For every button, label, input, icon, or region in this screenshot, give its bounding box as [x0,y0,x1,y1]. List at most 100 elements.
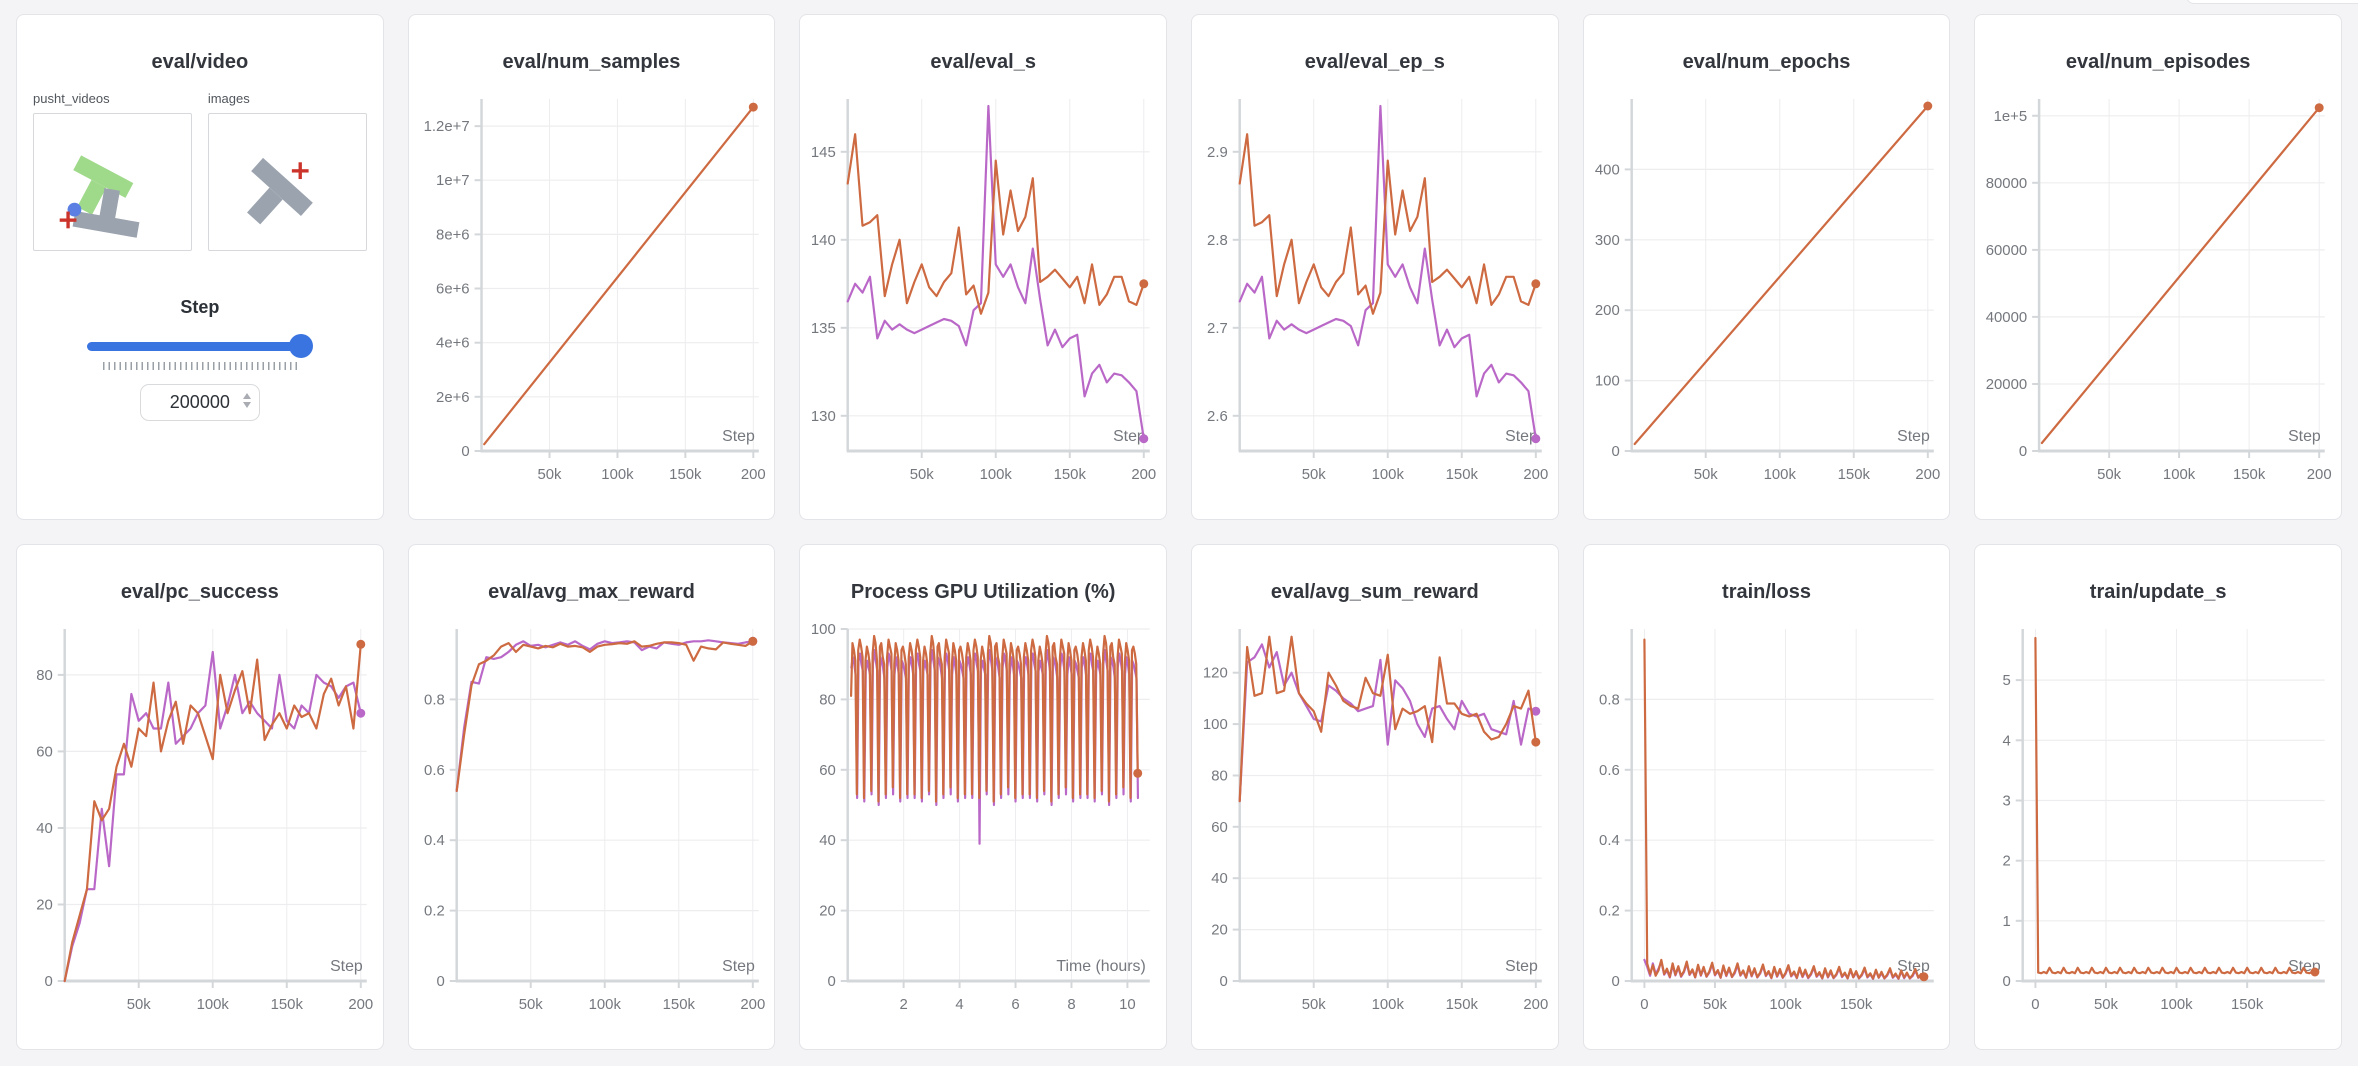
svg-text:40: 40 [36,820,53,837]
svg-text:150k: 150k [271,996,304,1013]
svg-text:120: 120 [1203,665,1228,682]
svg-text:Step: Step [1897,428,1930,445]
svg-text:0.4: 0.4 [1599,832,1620,849]
step-slider-track[interactable] [86,342,307,351]
svg-text:4e+6: 4e+6 [436,335,470,352]
media-label: images [207,91,250,106]
svg-text:40000: 40000 [1986,309,2027,326]
svg-text:6e+6: 6e+6 [436,280,470,297]
svg-text:145: 145 [811,144,836,161]
line-chart[interactable]: 50k 100k 150k 200 2.6 2.7 2.8 2.9 Step [1192,85,1558,509]
pusht-scene-image [246,157,313,225]
step-slider[interactable] [86,334,313,358]
svg-text:0: 0 [1640,996,1648,1013]
svg-text:2.9: 2.9 [1207,144,1228,161]
line-chart[interactable]: 50k 100k 150k 200 0 100 200 300 400 Step [1584,85,1950,509]
line-chart[interactable]: 0 50k 100k 150k 0 0.2 0.4 0.6 0.8 Step [1584,615,1950,1039]
line-chart[interactable]: 50k 100k 150k 200 0 0.2 0.4 0.6 0.8 Step [409,615,775,1039]
step-down-icon[interactable] [242,402,251,408]
svg-text:100k: 100k [2161,996,2194,1013]
step-input[interactable] [139,384,260,421]
step-stepper[interactable] [242,393,251,408]
panel-eval-pc-success: eval/pc_success 50k 100k 150k 200 0 20 40 60 80 S… [16,544,384,1050]
svg-text:0: 0 [1219,973,1227,990]
media-label: pusht_videos [33,91,110,106]
svg-text:0.2: 0.2 [424,903,445,920]
svg-text:20: 20 [1211,922,1228,939]
media-item-pusht-videos: pusht_videos [33,91,192,251]
svg-text:0: 0 [2003,973,2011,990]
svg-text:400: 400 [1595,161,1620,178]
svg-text:100k: 100k [1372,996,1405,1013]
svg-text:50k: 50k [127,996,152,1013]
svg-text:60: 60 [36,743,53,760]
svg-text:4: 4 [2003,732,2011,749]
svg-text:200: 200 [740,996,765,1013]
svg-text:0.8: 0.8 [424,691,445,708]
svg-text:80: 80 [820,691,837,708]
svg-text:Step: Step [722,958,755,975]
svg-text:Step: Step [722,428,755,445]
line-chart[interactable]: 50k 100k 150k 200 0 20 40 60 80 100 120 Step [1192,615,1558,1039]
images-thumbnail[interactable] [207,113,367,251]
svg-text:Step: Step [1113,428,1146,445]
svg-text:0.6: 0.6 [424,762,445,779]
svg-text:50k: 50k [2097,466,2122,483]
svg-text:100: 100 [811,621,836,638]
panel-title: eval/video [151,51,249,73]
line-chart[interactable]: 50k 100k 150k 200 0 2e+6 4e+6 6e+6 8e+6 1e+7 1.2e+… [409,85,775,509]
step-slider-knob[interactable] [288,334,313,358]
svg-text:150k: 150k [1446,466,1479,483]
panel-title: eval/pc_success [120,581,279,603]
step-input-wrap [139,384,260,421]
line-chart[interactable]: 50k 100k 150k 200 0 20 40 60 80 Step [17,615,383,1039]
svg-text:100k: 100k [980,466,1013,483]
line-chart[interactable]: 50k 100k 150k 200 130 135 140 145 Step [800,85,1166,509]
media-item-images: images [207,91,367,251]
step-slider-ticks [102,362,297,370]
svg-text:200: 200 [1595,302,1620,319]
svg-text:40: 40 [1211,870,1228,887]
panel-eval-eval-ep-s: eval/eval_ep_s 50k 100k 150k 200 2.6 2.7 2.8 2.… [1190,14,1559,520]
svg-text:200: 200 [1132,466,1157,483]
step-up-icon[interactable] [242,393,251,399]
svg-text:150k: 150k [669,466,702,483]
svg-text:1: 1 [2003,913,2011,930]
panel-title: eval/num_epochs [1682,51,1851,73]
svg-text:130: 130 [811,408,836,425]
pusht-video-thumbnail[interactable] [33,113,192,251]
svg-text:100k: 100k [1372,466,1405,483]
svg-text:50k: 50k [1302,996,1327,1013]
svg-text:2.7: 2.7 [1207,320,1228,337]
line-chart[interactable]: 50k 100k 150k 200 0 20000 40000 60000 80000 1e+5 S… [1975,85,2341,509]
panel-title: Process GPU Utilization (%) [850,581,1116,603]
panel-title: eval/num_episodes [2065,51,2251,73]
panel-title: train/update_s [2089,581,2227,603]
panel-title: eval/avg_max_reward [488,581,695,603]
panel-title: eval/eval_ep_s [1304,51,1445,73]
svg-text:5: 5 [2003,672,2011,689]
svg-text:8e+6: 8e+6 [436,226,470,243]
svg-text:0: 0 [461,443,469,460]
svg-text:0.8: 0.8 [1599,691,1620,708]
svg-text:150k: 150k [2231,996,2264,1013]
svg-text:Step: Step [1505,428,1538,445]
svg-text:50k: 50k [2094,996,2119,1013]
svg-text:135: 135 [811,320,836,337]
svg-text:60: 60 [820,762,837,779]
svg-text:50k: 50k [910,466,935,483]
svg-text:100: 100 [1595,373,1620,390]
svg-text:20: 20 [820,903,837,920]
svg-text:1e+5: 1e+5 [1994,108,2028,125]
svg-text:2.6: 2.6 [1207,408,1228,425]
svg-text:20000: 20000 [1986,376,2027,393]
svg-text:6: 6 [1012,996,1020,1013]
svg-text:2e+6: 2e+6 [436,389,470,406]
svg-text:0: 0 [1611,443,1619,460]
svg-text:150k: 150k [1054,466,1087,483]
panel-title: train/loss [1722,581,1811,603]
svg-text:20: 20 [36,896,53,913]
